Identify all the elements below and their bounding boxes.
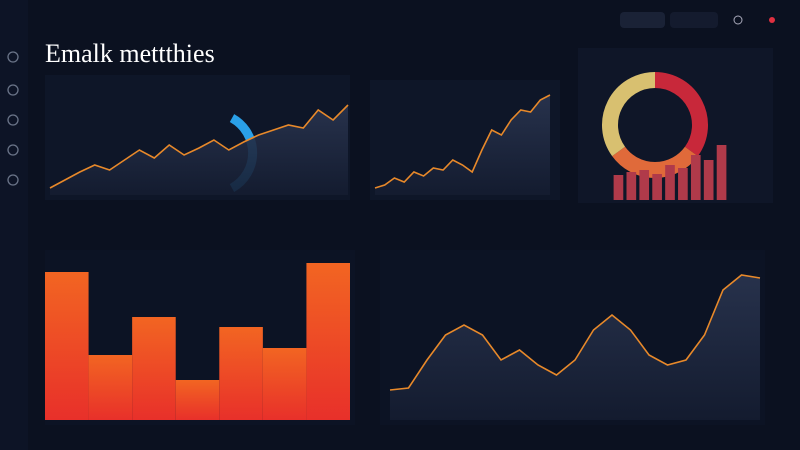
- bar: [626, 172, 637, 200]
- donut-segment: [654, 72, 708, 157]
- button[interactable]: [670, 12, 718, 28]
- icon[interactable]: [733, 15, 743, 25]
- sidebar: [0, 0, 28, 450]
- bar: [175, 380, 220, 420]
- line: [49, 104, 349, 189]
- bar: [690, 155, 701, 200]
- bar: [652, 174, 662, 200]
- bar: [639, 170, 650, 200]
- bar: [716, 145, 727, 200]
- line-area: [390, 275, 760, 420]
- notification[interactable]: [769, 17, 775, 23]
- bar: [219, 327, 263, 420]
- bar: [678, 168, 688, 200]
- icon[interactable]: [7, 114, 19, 126]
- icon[interactable]: [7, 144, 19, 156]
- bar: [132, 317, 176, 420]
- bar: [665, 165, 675, 200]
- icon[interactable]: [7, 51, 19, 63]
- bar: [613, 175, 624, 200]
- line: [389, 274, 761, 391]
- button[interactable]: [620, 12, 665, 28]
- icon[interactable]: [7, 174, 19, 186]
- icon[interactable]: [7, 84, 19, 96]
- donut-segment: [612, 146, 698, 178]
- bar: [306, 263, 350, 420]
- sidebar-icons: [7, 51, 19, 186]
- line: [374, 94, 551, 189]
- line-area: [50, 105, 348, 195]
- donut-segment: [602, 72, 656, 157]
- bar: [703, 160, 714, 200]
- title: Emalk mettthies: [45, 39, 215, 68]
- line-area: [375, 95, 550, 195]
- bar: [45, 272, 89, 420]
- bar: [88, 355, 133, 420]
- bar: [262, 348, 307, 420]
